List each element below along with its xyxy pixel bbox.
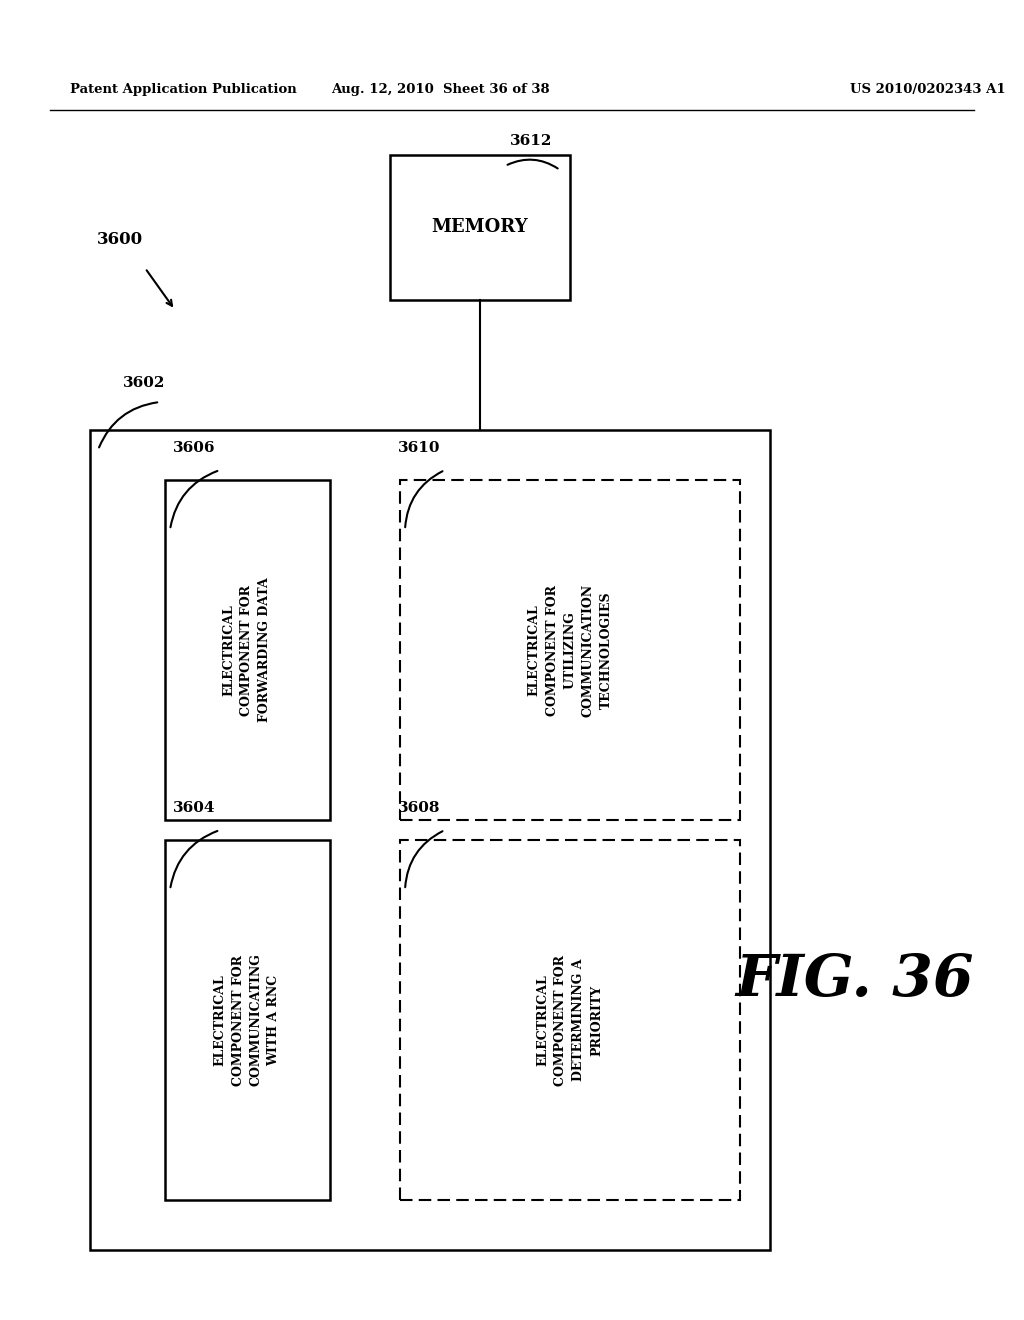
Text: FIG. 36: FIG. 36 xyxy=(736,952,974,1008)
Bar xyxy=(400,480,740,820)
Text: ELECTRICAL
COMPONENT FOR
DETERMINING A
PRIORITY: ELECTRICAL COMPONENT FOR DETERMINING A P… xyxy=(537,954,603,1085)
Text: 3602: 3602 xyxy=(123,376,165,389)
Text: Patent Application Publication: Patent Application Publication xyxy=(70,83,297,96)
Text: ELECTRICAL
COMPONENT FOR
UTILIZING
COMMUNICATION
TECHNOLOGIES: ELECTRICAL COMPONENT FOR UTILIZING COMMU… xyxy=(527,583,612,717)
Text: 3612: 3612 xyxy=(510,135,552,148)
Text: Aug. 12, 2010  Sheet 36 of 38: Aug. 12, 2010 Sheet 36 of 38 xyxy=(331,83,550,96)
Text: US 2010/0202343 A1: US 2010/0202343 A1 xyxy=(850,83,1006,96)
Text: ELECTRICAL
COMPONENT FOR
COMMUNICATING
WITH A RNC: ELECTRICAL COMPONENT FOR COMMUNICATING W… xyxy=(213,953,281,1086)
Text: 3604: 3604 xyxy=(172,801,215,814)
Bar xyxy=(400,840,740,1200)
Text: 3606: 3606 xyxy=(172,441,215,455)
Text: 3600: 3600 xyxy=(97,231,143,248)
Text: ELECTRICAL
COMPONENT FOR
FORWARDING DATA: ELECTRICAL COMPONENT FOR FORWARDING DATA xyxy=(222,578,271,722)
Text: MEMORY: MEMORY xyxy=(432,218,528,236)
Bar xyxy=(390,154,570,300)
Bar xyxy=(90,430,770,1250)
Bar xyxy=(165,840,330,1200)
Bar xyxy=(165,480,330,820)
Text: 3610: 3610 xyxy=(397,441,440,455)
Text: 3608: 3608 xyxy=(397,801,440,814)
